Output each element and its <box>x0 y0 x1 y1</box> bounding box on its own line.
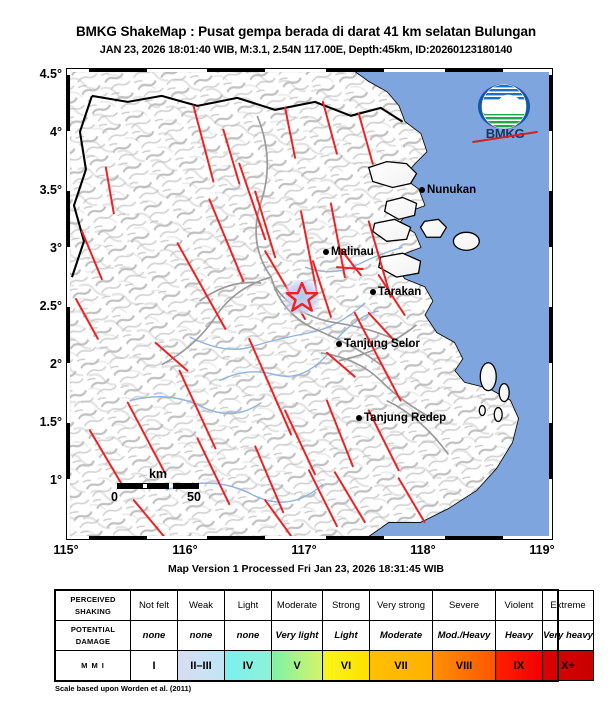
bmkg-logo: BMKG <box>470 84 540 146</box>
legend-damage-X+: Very heavy <box>542 620 594 651</box>
legend-mmi-VIII: VIII <box>432 650 496 681</box>
frame-tick <box>326 69 384 72</box>
legend-mmi-II–III: II–III <box>177 650 225 681</box>
legend-shaking-II–III: Weak <box>177 590 225 621</box>
y-axis-tick-1.5: 1.5° <box>39 415 62 429</box>
legend-shaking-V: Moderate <box>271 590 323 621</box>
frame-tick <box>89 536 147 539</box>
national-border <box>91 94 404 123</box>
legend-damage-VII: Moderate <box>369 620 433 651</box>
x-axis-tick-119: 119° <box>529 543 555 557</box>
intensity-legend-table: PERCEIVED SHAKING Not felt Weak Light Moder… <box>55 590 594 681</box>
legend-damage-V: Very light <box>271 620 323 651</box>
frame-tick <box>445 69 503 72</box>
legend-shaking-VI: Strong <box>322 590 370 621</box>
y-axis-tick-4.5: 4.5° <box>39 67 62 81</box>
epicenter-star-icon <box>285 281 319 312</box>
legend-damage-VIII: Mod./Heavy <box>432 620 496 651</box>
frame-tick <box>89 69 147 72</box>
legend-mmi-I: I <box>130 650 178 681</box>
legend-shaking-X+: Extreme <box>542 590 594 621</box>
map-canvas[interactable]: Nunukan Malinau Tarakan Tanjung Selor Ta… <box>70 72 549 536</box>
legend-row-label-damage: POTENTIAL DAMAGE <box>55 620 131 651</box>
x-axis-tick-116: 116° <box>172 543 198 557</box>
frame-tick <box>445 536 503 539</box>
border-west <box>70 95 93 278</box>
y-axis-tick-4: 4° <box>50 125 62 139</box>
frame-tick <box>67 75 70 131</box>
frame-tick <box>207 69 265 72</box>
frame-tick <box>549 75 552 131</box>
scale-bar-end: 50 <box>187 490 201 504</box>
frame-tick <box>67 423 70 479</box>
x-axis-tick-115: 115° <box>53 543 79 557</box>
scale-bar-graphic <box>117 483 207 490</box>
scale-bar: km 0 50 <box>111 467 225 504</box>
islands <box>367 160 510 423</box>
city-dot-icon <box>336 341 342 347</box>
frame-tick <box>549 423 552 479</box>
bmkg-logo-circle-icon <box>478 84 530 129</box>
y-axis-tick-2: 2° <box>50 357 62 371</box>
page-title: BMKG ShakeMap : Pusat gempa berada di da… <box>75 24 537 39</box>
bmkg-logo-art <box>481 84 527 129</box>
y-axis-tick-3: 3° <box>50 241 62 255</box>
legend-damage-IX: Heavy <box>495 620 543 651</box>
map-frame[interactable]: Nunukan Malinau Tarakan Tanjung Selor Ta… <box>66 68 553 540</box>
frame-tick <box>67 191 70 247</box>
legend-mmi-V: V <box>271 650 323 681</box>
legend-shaking-IV: Light <box>224 590 272 621</box>
fault-lines <box>74 100 426 536</box>
legend-row-shaking: PERCEIVED SHAKING Not felt Weak Light Moder… <box>55 590 594 621</box>
y-axis-tick-3.5: 3.5° <box>39 183 62 197</box>
legend-row-mmi: M M I I II–III IV V VI VII VIII IX X+ <box>55 650 594 681</box>
map-version-text: Map Version 1 Processed Fri Jan 23, 2026… <box>167 563 445 575</box>
city-tarakan[interactable]: Tarakan <box>370 286 421 298</box>
legend-mmi-VI: VI <box>322 650 370 681</box>
legend-row-label-shaking: PERCEIVED SHAKING <box>55 590 131 621</box>
legend-shaking-IX: Violent <box>495 590 543 621</box>
y-axis-tick-2.5: 2.5° <box>39 299 62 313</box>
city-nunukan[interactable]: Nunukan <box>419 184 476 196</box>
frame-tick <box>67 307 70 363</box>
city-tanjung-selor[interactable]: Tanjung Selor <box>336 338 420 350</box>
frame-tick <box>326 536 384 539</box>
page-subtitle: JAN 23, 2026 18:01:40 WIB, M:3.1, 2.54N … <box>99 44 513 56</box>
frame-tick <box>549 307 552 363</box>
legend-shaking-VIII: Severe <box>432 590 496 621</box>
frame-tick <box>549 191 552 247</box>
legend-damage-II–III: none <box>177 620 225 651</box>
legend-note: Scale based upon Worden et al. (2011) <box>55 684 192 693</box>
legend-damage-I: none <box>130 620 178 651</box>
legend-row-label-mmi: M M I <box>55 650 131 681</box>
legend-mmi-VII: VII <box>369 650 433 681</box>
scale-bar-unit: km <box>148 467 168 481</box>
city-tanjung-redep[interactable]: Tanjung Redep <box>356 412 446 424</box>
legend-row-damage: POTENTIAL DAMAGE none none none Very light L… <box>55 620 594 651</box>
legend-mmi-IV: IV <box>224 650 272 681</box>
roads <box>161 115 450 455</box>
city-dot-icon <box>370 289 376 295</box>
legend-damage-VI: Light <box>322 620 370 651</box>
city-dot-icon <box>419 187 425 193</box>
legend-mmi-X+: X+ <box>542 650 594 681</box>
city-dot-icon <box>356 415 362 421</box>
city-dot-icon <box>323 249 329 255</box>
legend-mmi-IX: IX <box>495 650 543 681</box>
scale-bar-start: 0 <box>111 490 118 504</box>
legend-shaking-VII: Very strong <box>369 590 433 621</box>
scale-bar-labels: 0 50 <box>111 490 211 504</box>
legend-shaking-I: Not felt <box>130 590 178 621</box>
x-axis-tick-117: 117° <box>291 543 317 557</box>
frame-tick <box>207 536 265 539</box>
y-axis-tick-1: 1° <box>50 473 62 487</box>
epicenter-marker[interactable] <box>285 280 319 314</box>
city-malinau[interactable]: Malinau <box>323 246 374 258</box>
legend-damage-IV: none <box>224 620 272 651</box>
x-axis-tick-118: 118° <box>410 543 436 557</box>
